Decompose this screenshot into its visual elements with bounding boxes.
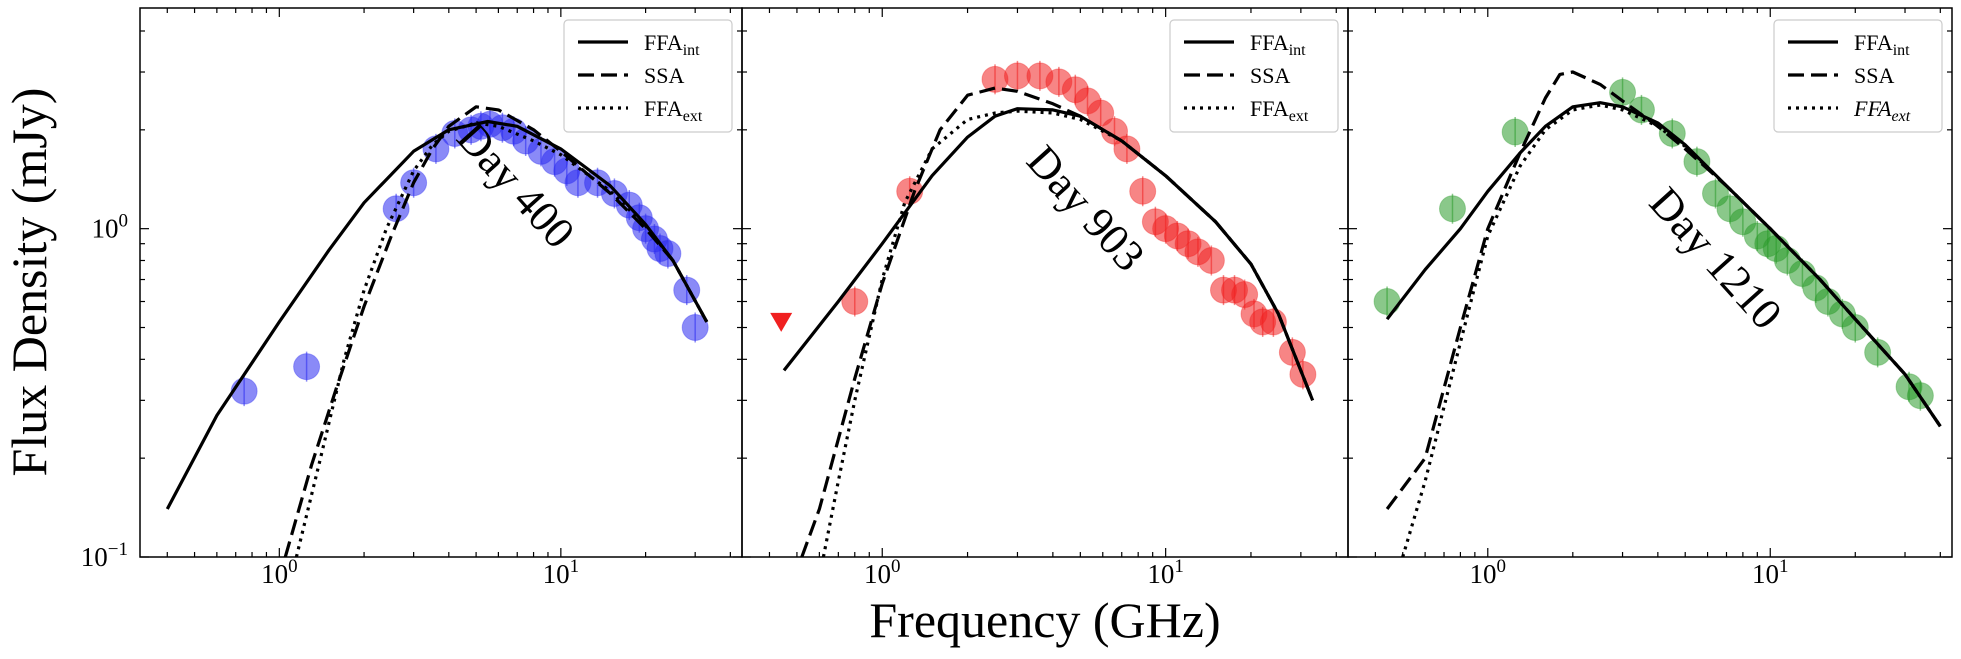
y-tick-label: 10−1 — [81, 539, 128, 572]
panel-plot-area — [165, 105, 709, 557]
legend-label: FFAext — [1250, 96, 1309, 125]
x-tick-label: 100 — [261, 556, 298, 589]
y-tick-label: 100 — [92, 211, 129, 244]
legend-box — [1169, 19, 1339, 133]
panel-plot-area — [770, 60, 1317, 557]
legend-label: SSA — [644, 63, 684, 88]
x-tick-label: 101 — [543, 556, 580, 589]
upper-limit-marker — [770, 312, 793, 332]
model-curve-ssa — [800, 86, 1315, 557]
data-point — [293, 353, 321, 381]
legend-label: FFAext — [644, 96, 703, 125]
model-curve-ffa-ext — [1401, 103, 1942, 557]
legend-label: FFAext — [1853, 96, 1911, 125]
data-point — [681, 314, 709, 342]
model-curve-ssa — [283, 105, 709, 557]
data-point — [1197, 246, 1225, 274]
legend-box — [563, 19, 733, 133]
data-point — [1841, 314, 1869, 342]
x-axis-title: Frequency (GHz) — [869, 592, 1220, 648]
x-tick-label: 101 — [1147, 556, 1184, 589]
legend-label: SSA — [1854, 63, 1894, 88]
legend-label: FFAint — [1250, 30, 1306, 59]
data-point — [1113, 135, 1141, 163]
panel-plot-area — [1373, 70, 1942, 557]
data-point — [1129, 177, 1157, 205]
y-axis-title: Flux Density (mJy) — [1, 88, 57, 477]
legend-label: SSA — [1250, 63, 1290, 88]
data-point — [841, 288, 869, 316]
data-point — [1438, 195, 1466, 223]
data-point — [1373, 288, 1401, 316]
model-curve-ffa-ext — [821, 109, 1315, 557]
x-tick-label: 101 — [1752, 556, 1789, 589]
data-point — [1087, 99, 1115, 127]
data-point — [1864, 338, 1892, 366]
data-point — [230, 377, 258, 405]
legend-box — [1773, 19, 1943, 133]
model-curve-ffa-int — [1385, 101, 1942, 428]
panel-frame — [1347, 7, 1953, 558]
legend-label: FFAint — [1854, 30, 1910, 59]
x-tick-label: 100 — [864, 556, 901, 589]
legend-label: FFAint — [644, 30, 700, 59]
model-curve-ffa-ext — [294, 121, 709, 557]
x-tick-label: 100 — [1470, 556, 1507, 589]
model-curve-ffa-int — [165, 119, 709, 510]
